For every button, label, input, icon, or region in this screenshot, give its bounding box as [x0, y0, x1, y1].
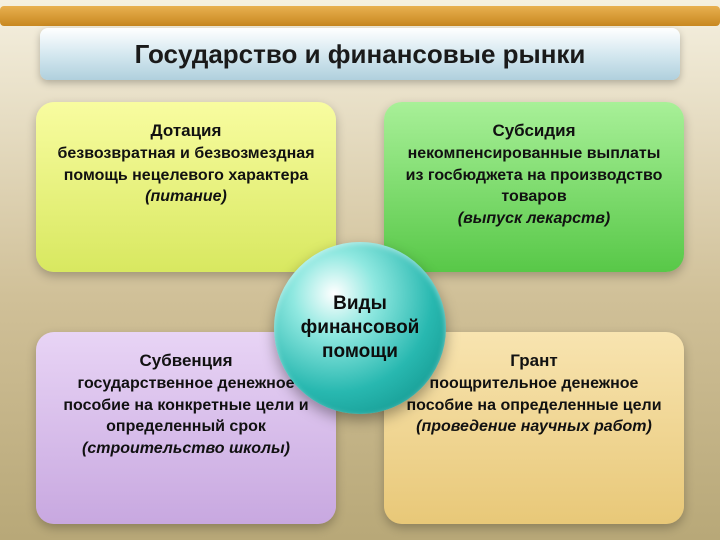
card-example: (выпуск лекарств)	[398, 208, 670, 230]
center-circle: Виды финансовой помощи	[274, 242, 446, 414]
page-title: Государство и финансовые рынки	[135, 39, 586, 70]
card-term: Дотация	[50, 120, 322, 143]
title-bar: Государство и финансовые рынки	[40, 28, 680, 80]
card-desc: некомпенсированные выплаты из госбюджета…	[398, 143, 670, 208]
center-line-1: Виды	[333, 292, 387, 316]
card-dotation: Дотация безвозвратная и безвозмездная по…	[36, 102, 336, 272]
card-desc: безвозвратная и безвозмездная помощь нец…	[50, 143, 322, 186]
center-line-3: помощи	[322, 340, 398, 364]
accent-band	[0, 6, 720, 26]
card-desc: государственное денежное пособие на конк…	[50, 373, 322, 438]
center-line-2: финансовой	[301, 316, 420, 340]
card-desc: поощрительное денежное пособие на опреде…	[398, 373, 670, 416]
card-example: (строительство школы)	[50, 438, 322, 460]
card-example: (проведение научных работ)	[398, 416, 670, 438]
card-term: Субсидия	[398, 120, 670, 143]
card-example: (питание)	[50, 186, 322, 208]
card-subsidy: Субсидия некомпенсированные выплаты из г…	[384, 102, 684, 272]
